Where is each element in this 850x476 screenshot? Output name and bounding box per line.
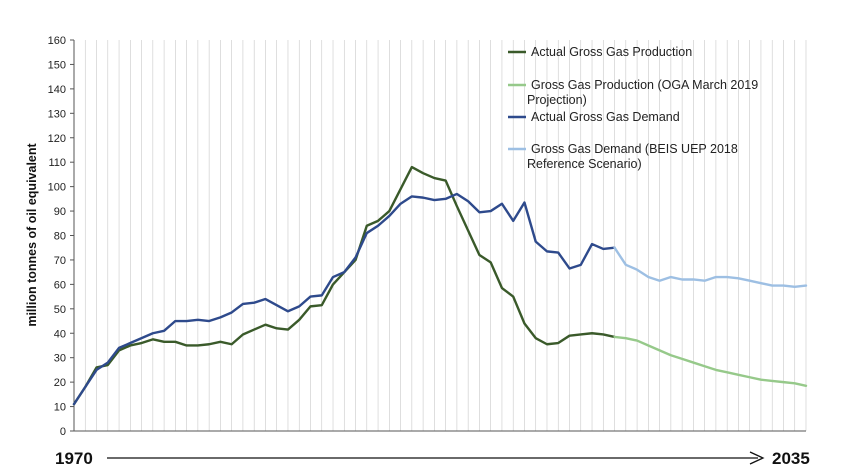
chart-legend: Actual Gross Gas Production Gross Gas Pro… — [508, 45, 758, 171]
y-axis-label: million tonnes of oil equivalent — [25, 142, 39, 326]
timeline-arrowhead — [749, 451, 765, 465]
legend-label: Reference Scenario) — [527, 157, 642, 171]
series-line-3 — [72, 192, 616, 406]
y-tick-label: 40 — [54, 328, 66, 340]
legend-label: Projection) — [527, 93, 587, 107]
series-line-2 — [613, 335, 808, 387]
legend-label: Gross Gas Demand (BEIS UEP 2018 — [531, 142, 738, 156]
chart-grid — [84, 40, 807, 431]
y-tick-label: 50 — [54, 304, 66, 316]
y-tick-label: 70 — [54, 255, 66, 267]
y-tick-label: 150 — [48, 59, 66, 71]
y-tick-labels: 0 10 20 30 40 50 60 70 80 90 100 110 120 130 140 150 160 — [48, 35, 74, 438]
y-tick-label: 0 — [60, 426, 66, 438]
y-tick-label: 160 — [48, 35, 66, 47]
y-tick-label: 20 — [54, 377, 66, 389]
x-end-label: 2035 — [772, 449, 810, 468]
series-line-4 — [613, 246, 808, 289]
y-tick-label: 80 — [54, 231, 66, 243]
chart-axes — [73, 40, 806, 432]
chart-series — [72, 165, 808, 406]
legend-label: Actual Gross Gas Demand — [531, 110, 680, 124]
y-tick-label: 140 — [48, 84, 66, 96]
y-tick-label: 30 — [54, 353, 66, 365]
y-tick-label: 60 — [54, 279, 66, 291]
legend-label: Gross Gas Production (OGA March 2019 — [531, 78, 758, 92]
x-timeline: 1970 2035 — [55, 449, 810, 468]
y-tick-label: 10 — [54, 402, 66, 414]
y-tick-label: 90 — [54, 206, 66, 218]
x-start-label: 1970 — [55, 449, 93, 468]
legend-label: Actual Gross Gas Production — [531, 45, 692, 59]
y-tick-label: 120 — [48, 133, 66, 145]
y-tick-label: 130 — [48, 108, 66, 120]
y-tick-label: 110 — [48, 157, 66, 169]
y-tick-label: 100 — [48, 182, 66, 194]
